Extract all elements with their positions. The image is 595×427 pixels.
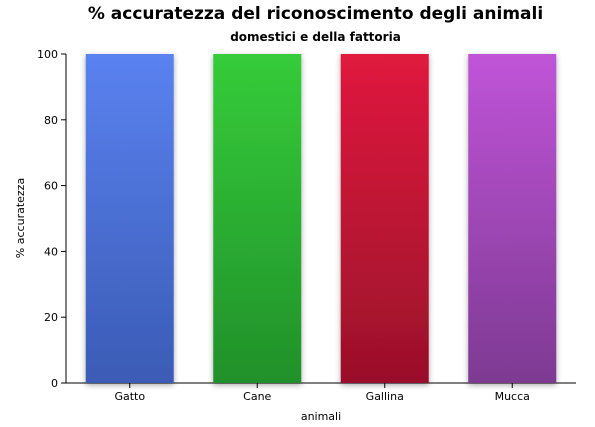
x-tick-label: Gatto (114, 390, 145, 403)
chart-title: % accuratezza del riconoscimento degli a… (87, 4, 544, 24)
bar-cane (213, 54, 302, 383)
x-tick-label: Mucca (495, 390, 530, 403)
bar-gatto (85, 54, 174, 383)
y-tick-label: 100 (37, 48, 58, 61)
x-axis-label: animali (301, 410, 341, 423)
y-axis-label: % accuratezza (14, 178, 27, 258)
bar-mucca (468, 54, 557, 383)
bar-gallina (340, 54, 429, 383)
y-tick-label: 80 (44, 114, 58, 127)
bars (85, 54, 557, 383)
y-tick-label: 0 (51, 377, 58, 390)
x-tick-label: Cane (243, 390, 271, 403)
y-tick-label: 20 (44, 311, 58, 324)
y-tick-label: 40 (44, 245, 58, 258)
x-ticks: Gatto Cane Gallina Mucca (114, 383, 530, 403)
y-ticks: 0 20 40 60 80 100 (37, 48, 66, 390)
chart-subtitle: domestici e della fattoria (230, 30, 401, 44)
y-tick-label: 60 (44, 180, 58, 193)
x-tick-label: Gallina (366, 390, 404, 403)
